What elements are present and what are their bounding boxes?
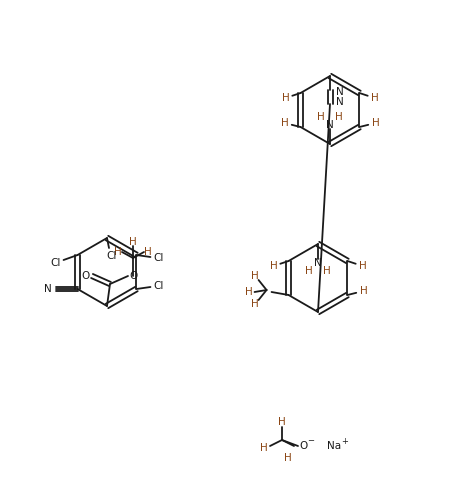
Text: H: H <box>323 266 331 276</box>
Text: H: H <box>359 261 366 271</box>
Text: H: H <box>245 287 252 297</box>
Text: N: N <box>44 284 51 294</box>
Text: −: − <box>307 437 315 446</box>
Text: H: H <box>317 112 325 122</box>
Text: O: O <box>300 441 308 451</box>
Text: H: H <box>284 453 292 463</box>
Text: H: H <box>251 299 258 309</box>
Text: H: H <box>260 443 268 453</box>
Text: Na: Na <box>327 441 341 451</box>
Text: Cl: Cl <box>107 251 117 261</box>
Text: H: H <box>372 118 379 128</box>
Text: H: H <box>114 247 122 257</box>
Text: Cl: Cl <box>50 258 61 268</box>
Text: H: H <box>335 112 343 122</box>
Text: H: H <box>305 266 313 276</box>
Text: O: O <box>82 271 90 281</box>
Text: H: H <box>129 237 137 247</box>
Text: N: N <box>326 120 334 130</box>
Text: H: H <box>370 93 378 103</box>
Text: H: H <box>281 118 288 128</box>
Text: N: N <box>336 97 344 107</box>
Text: Cl: Cl <box>153 281 164 291</box>
Text: N: N <box>314 258 322 268</box>
Text: H: H <box>270 261 278 271</box>
Text: Cl: Cl <box>153 253 164 263</box>
Text: H: H <box>144 247 152 257</box>
Text: H: H <box>278 417 286 427</box>
Text: N: N <box>336 87 344 97</box>
Text: +: + <box>342 437 348 446</box>
Text: H: H <box>360 286 367 296</box>
Text: H: H <box>251 271 258 281</box>
Text: H: H <box>282 93 289 103</box>
Text: O: O <box>129 271 137 281</box>
